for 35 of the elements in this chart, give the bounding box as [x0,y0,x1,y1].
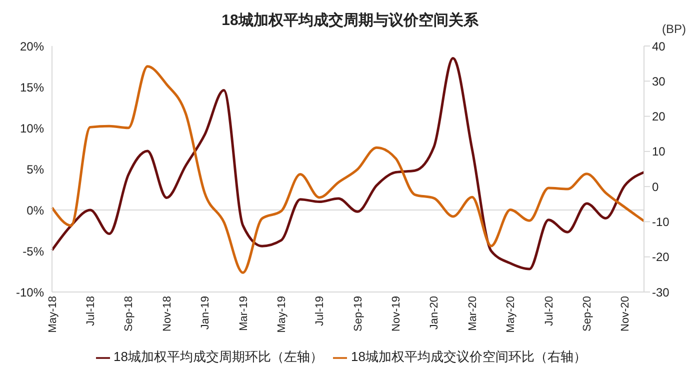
x-tick-label: Sep-20 [582,296,594,332]
y-tick-label: 0% [26,203,44,218]
y2-tick-label: -10 [652,214,670,229]
x-tick-label: Jul-20 [543,296,556,326]
y2-tick-label: 0 [652,180,659,194]
x-tick-label: May-18 [46,296,59,333]
y-tick-label: 5% [26,162,44,176]
y2-tick-label: -20 [652,250,670,264]
x-tick-label: Sep-18 [123,296,136,332]
x-tick-label: Jul-19 [314,296,326,326]
y-tick-label: 15% [20,80,44,94]
x-tick-label: May-20 [505,296,518,333]
y-tick-label: -10% [16,285,44,300]
x-tick-label: Nov-20 [620,296,632,332]
x-tick-label: May-19 [276,296,288,333]
y-tick-label: 10% [20,121,44,136]
y2-tick-label: 20 [652,110,666,124]
x-tick-label: Jan-20 [428,296,441,330]
x-tick-label: Sep-19 [352,296,364,332]
y2-tick-label: 40 [652,39,666,54]
x-tick-label: Jul-18 [85,296,98,326]
x-tick-label: Jan-19 [200,296,212,330]
y2-tick-label: 10 [652,144,666,159]
legend-label: 18城加权平均成交议价空间环比（右轴） [351,349,586,364]
x-tick-label: Mar-20 [466,296,479,331]
y2-axis-title: (BP) [662,22,686,36]
x-tick-label: Nov-18 [161,296,174,332]
y2-tick-label: -30 [652,285,670,300]
y-tick-label: -5% [22,244,44,258]
x-tick-label: Nov-19 [390,296,403,332]
legend-label: 18城加权平均成交周期环比（左轴） [114,349,323,364]
y2-tick-label: 30 [652,74,666,88]
y-tick-label: 20% [20,39,44,54]
chart-title: 18城加权平均成交周期与议价空间关系 [222,12,478,29]
x-tick-label: Mar-19 [238,296,250,331]
